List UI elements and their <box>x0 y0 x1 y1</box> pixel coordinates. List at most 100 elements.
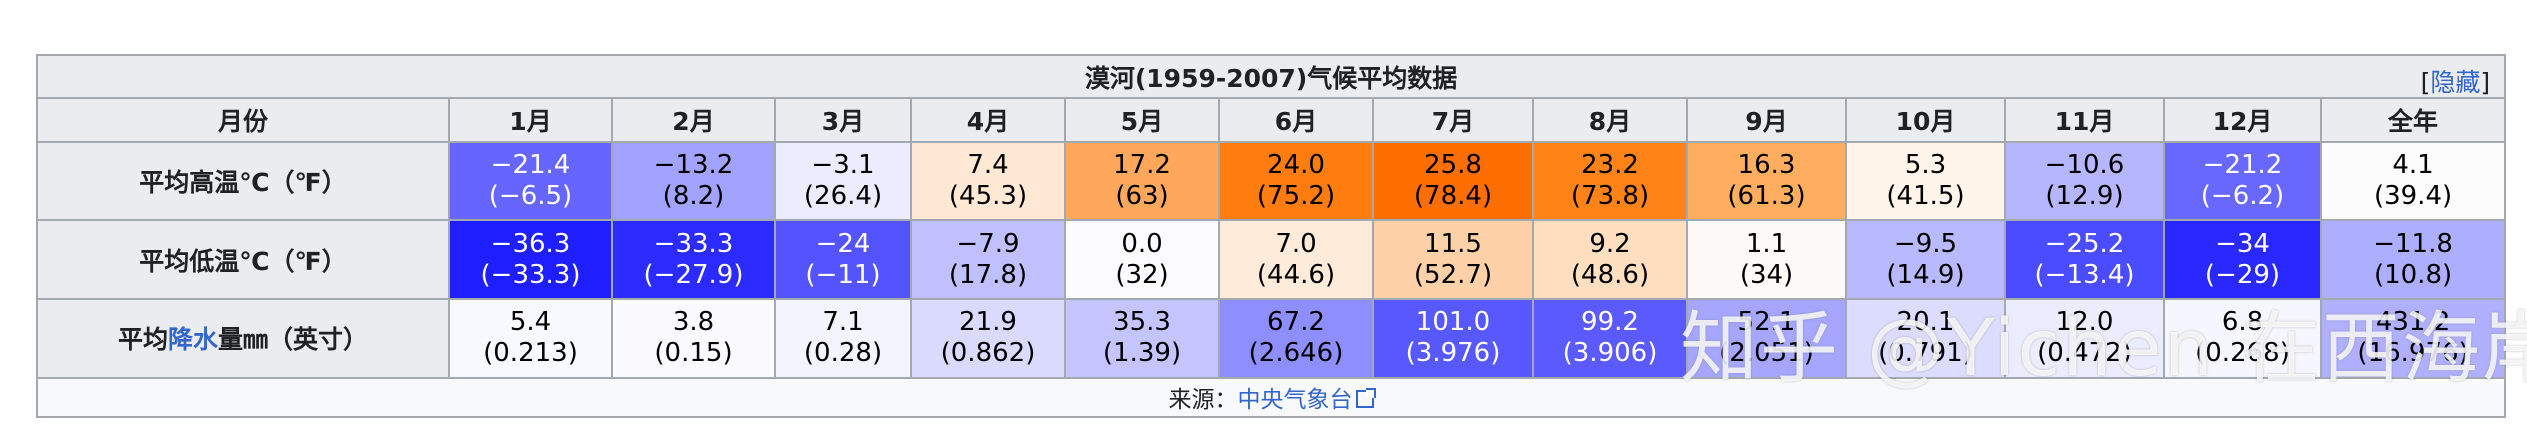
imperial-value: (0.268) <box>2195 338 2290 369</box>
header-cell: 4月 <box>910 97 1066 143</box>
metric-value: 25.8 <box>1424 150 1482 181</box>
metric-value: 5.3 <box>1904 150 1947 181</box>
value-cell: 25.8 (78.4) <box>1372 140 1534 222</box>
value-cell: 52.1 (2.051) <box>1686 298 1847 379</box>
imperial-value: (61.3) <box>1727 181 1806 212</box>
row-high-temp: 平均高温℃（℉） −21.4 (−6.5) −13.2 (8.2) −3.1 (26.4)… <box>36 140 2507 222</box>
imperial-value: (0.28) <box>803 338 883 369</box>
metric-value: 9.2 <box>1589 228 1631 259</box>
header-row: 月份 1月 2月 3月 4月 5月 6月 7月 8月 9月 10月 11月 12… <box>36 97 2507 143</box>
imperial-value: (32) <box>1115 259 1169 290</box>
imperial-value: (16.976) <box>2357 338 2469 369</box>
value-cell: 3.8 (0.15) <box>611 298 776 379</box>
value-cell: 7.0 (44.6) <box>1218 219 1374 301</box>
metric-value: 3.8 <box>672 307 715 338</box>
value-cell: −25.2 (−13.4) <box>2004 219 2165 301</box>
value-cell: 7.4 (45.3) <box>910 140 1066 222</box>
imperial-value: (8.2) <box>662 181 725 212</box>
metric-value: −3.1 <box>811 150 875 181</box>
metric-value: 7.4 <box>967 150 1009 181</box>
value-cell: 7.1 (0.28) <box>774 298 912 379</box>
imperial-value: (34) <box>1739 259 1794 290</box>
row-label-precipitation: 平均降水量㎜（英寸） <box>36 298 450 379</box>
imperial-value: (3.976) <box>1405 338 1501 369</box>
imperial-value: (63) <box>1115 181 1169 212</box>
metric-value: −34 <box>2215 228 2270 259</box>
source-link[interactable]: 中央气象台 <box>1237 387 1353 414</box>
value-cell: 9.2 (48.6) <box>1532 219 1688 301</box>
metric-value: −11.8 <box>2373 228 2453 259</box>
imperial-value: (0.213) <box>483 338 578 369</box>
value-cell: 23.2 (73.8) <box>1532 140 1688 222</box>
metric-value: 24.0 <box>1267 150 1325 181</box>
value-cell: 20.1 (0.791) <box>1845 298 2006 379</box>
value-cell: −34 (−29) <box>2163 219 2322 301</box>
imperial-value: (0.862) <box>940 338 1036 369</box>
header-cell: 11月 <box>2004 97 2165 143</box>
table-title: 漠河(1959-2007)气候平均数据 <box>1084 63 1458 93</box>
imperial-value: (−6.5) <box>488 181 573 212</box>
row-low-temp: 平均低温℃（℉） −36.3 (−33.3) −33.3 (−27.9) −24 (−11… <box>36 219 2507 301</box>
metric-value: 35.3 <box>1113 307 1171 338</box>
value-cell: 16.3 (61.3) <box>1686 140 1847 222</box>
metric-value: 4.1 <box>2392 150 2434 181</box>
imperial-value: (39.4) <box>2373 181 2453 212</box>
imperial-value: (41.5) <box>1886 181 1965 212</box>
value-cell: −21.4 (−6.5) <box>448 140 613 222</box>
value-cell: −24 (−11) <box>774 219 912 301</box>
metric-value: −21.2 <box>2202 150 2283 181</box>
value-cell: 6.8 (0.268) <box>2163 298 2322 379</box>
imperial-value: (0.791) <box>1878 338 1973 369</box>
value-cell: −36.3 (−33.3) <box>448 219 613 301</box>
imperial-value: (−6.2) <box>2200 181 2285 212</box>
hide-link[interactable]: 隐藏 <box>2430 68 2481 97</box>
metric-value: 7.1 <box>822 307 864 338</box>
metric-value: 52.1 <box>1737 307 1796 338</box>
value-cell: −13.2 (8.2) <box>611 140 776 222</box>
value-cell: 1.1 (34) <box>1686 219 1847 301</box>
value-cell: −33.3 (−27.9) <box>611 219 776 301</box>
label-part: 平均 <box>117 325 168 355</box>
imperial-value: (3.906) <box>1562 338 1658 369</box>
value-cell: 24.0 (75.2) <box>1218 140 1374 222</box>
metric-value: 21.9 <box>959 307 1017 338</box>
precipitation-link[interactable]: 降水 <box>167 325 218 355</box>
hide-toggle[interactable]: [隐藏] <box>2420 68 2491 97</box>
metric-value: −9.5 <box>1893 228 1958 259</box>
value-cell: −10.6 (12.9) <box>2004 140 2165 222</box>
value-cell: 431.2 (16.976) <box>2319 298 2507 379</box>
header-cell: 9月 <box>1686 97 1847 143</box>
metric-value: −10.6 <box>2044 150 2125 181</box>
metric-value: 7.0 <box>1275 228 1317 259</box>
metric-value: 5.4 <box>509 307 552 338</box>
row-label-high-temp: 平均高温℃（℉） <box>36 140 450 222</box>
value-cell: 11.5 (52.7) <box>1372 219 1534 301</box>
imperial-value: (−27.9) <box>643 259 744 290</box>
row-precipitation: 平均降水量㎜（英寸） 5.4 (0.213) 3.8 (0.15) 7.1 (0.28) 2… <box>36 298 2507 379</box>
header-cell: 7月 <box>1372 97 1534 143</box>
imperial-value: (75.2) <box>1256 181 1336 212</box>
source-cell: 来源：中央气象台 <box>35 376 2507 419</box>
value-cell: −7.9 (17.8) <box>910 219 1066 301</box>
value-cell: 17.2 (63) <box>1064 140 1220 222</box>
value-cell: −11.8 (10.8) <box>2319 219 2507 301</box>
metric-value: 101.0 <box>1415 307 1491 338</box>
metric-value: 11.5 <box>1424 228 1482 259</box>
value-cell: −3.1 (26.4) <box>774 140 912 222</box>
header-cell: 3月 <box>774 97 912 143</box>
imperial-value: (−11) <box>805 259 881 290</box>
imperial-value: (0.15) <box>654 338 733 369</box>
imperial-value: (10.8) <box>2373 259 2453 290</box>
metric-value: 20.1 <box>1896 307 1955 338</box>
header-cell: 1月 <box>448 97 613 143</box>
external-link-icon <box>1355 388 1376 409</box>
header-cell: 10月 <box>1845 97 2006 143</box>
label-part: 量㎜（英寸） <box>218 325 369 355</box>
metric-value: 23.2 <box>1581 150 1639 181</box>
imperial-value: (−29) <box>2204 259 2281 290</box>
metric-value: −13.2 <box>653 150 734 181</box>
metric-value: −36.3 <box>490 228 571 259</box>
imperial-value: (48.6) <box>1570 259 1650 290</box>
metric-value: −24 <box>815 228 871 259</box>
header-cell: 2月 <box>611 97 776 143</box>
